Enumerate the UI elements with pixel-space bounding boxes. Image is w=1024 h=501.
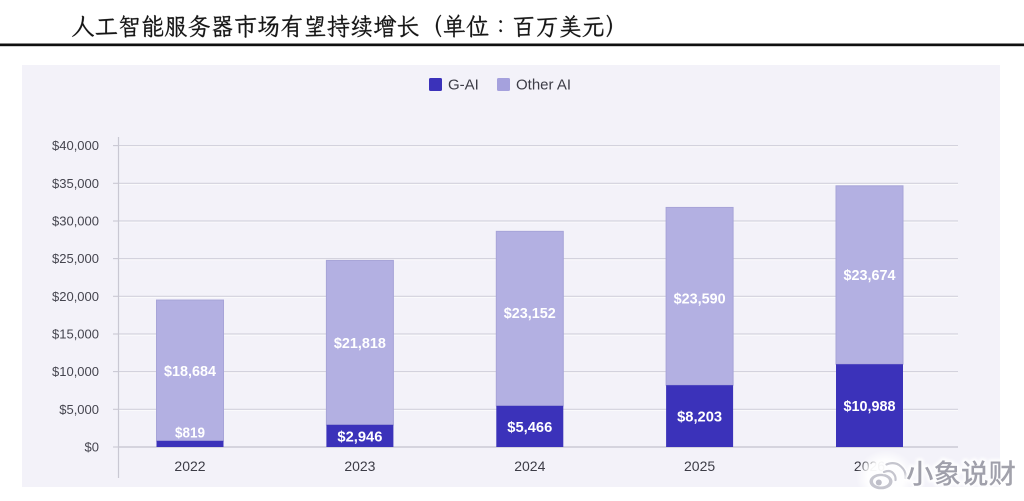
svg-text:$25,000: $25,000 <box>52 251 99 266</box>
svg-text:2025: 2025 <box>684 458 715 474</box>
svg-text:$30,000: $30,000 <box>52 214 99 229</box>
svg-text:$15,000: $15,000 <box>52 327 99 342</box>
svg-text:$8,203: $8,203 <box>677 409 722 426</box>
svg-text:$23,674: $23,674 <box>844 267 897 284</box>
svg-text:$10,000: $10,000 <box>52 364 99 379</box>
svg-text:Other AI: Other AI <box>516 77 571 94</box>
svg-text:G-AI: G-AI <box>448 77 479 94</box>
svg-text:2024: 2024 <box>514 458 545 474</box>
svg-text:$5,466: $5,466 <box>507 419 552 436</box>
svg-text:$18,684: $18,684 <box>164 363 217 380</box>
svg-text:$40,000: $40,000 <box>52 138 99 153</box>
svg-text:$23,152: $23,152 <box>504 305 556 322</box>
svg-text:$819: $819 <box>175 424 205 441</box>
svg-text:$5,000: $5,000 <box>59 402 99 417</box>
svg-text:2023: 2023 <box>344 458 375 474</box>
svg-text:$20,000: $20,000 <box>52 289 99 304</box>
svg-text:$23,590: $23,590 <box>674 290 726 307</box>
svg-text:$35,000: $35,000 <box>52 176 99 191</box>
svg-text:$2,946: $2,946 <box>337 428 382 445</box>
svg-text:2022: 2022 <box>174 458 205 474</box>
svg-text:$21,818: $21,818 <box>334 335 386 352</box>
svg-text:$10,988: $10,988 <box>844 398 896 415</box>
svg-text:$0: $0 <box>85 440 99 455</box>
